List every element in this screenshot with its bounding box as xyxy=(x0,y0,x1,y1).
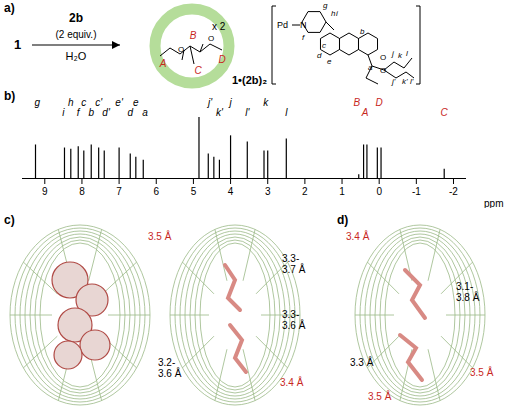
svg-text:3.3-3.6 Å: 3.3-3.6 Å xyxy=(282,309,306,331)
svg-text:d: d xyxy=(317,51,322,60)
svg-text:j': j' xyxy=(206,97,213,108)
svg-text:a: a xyxy=(368,63,373,72)
svg-text:k': k' xyxy=(216,107,224,118)
svg-text:j: j xyxy=(227,97,232,108)
svg-text:3.2-3.6 Å: 3.2-3.6 Å xyxy=(158,357,182,379)
svg-text:8: 8 xyxy=(79,186,85,197)
svg-text:1•(2b)₂: 1•(2b)₂ xyxy=(232,74,267,86)
svg-text:3.1-3.8 Å: 3.1-3.8 Å xyxy=(456,281,480,303)
svg-text:A: A xyxy=(361,107,369,118)
svg-text:k: k xyxy=(263,97,269,108)
svg-text:c): c) xyxy=(4,213,15,227)
svg-text:e: e xyxy=(133,97,139,108)
svg-text:O: O xyxy=(380,66,386,75)
svg-text:B: B xyxy=(354,97,361,108)
svg-text:D: D xyxy=(376,97,383,108)
svg-text:C: C xyxy=(441,107,449,118)
svg-text:k: k xyxy=(398,51,403,60)
svg-text:c: c xyxy=(81,97,86,108)
svg-text:g: g xyxy=(323,1,328,10)
svg-text:i: i xyxy=(62,107,65,118)
svg-text:b: b xyxy=(88,107,94,118)
svg-text:a): a) xyxy=(4,1,15,15)
svg-text:9: 9 xyxy=(42,186,48,197)
svg-text:e': e' xyxy=(115,97,124,108)
svg-text:f: f xyxy=(77,107,81,118)
svg-text:B: B xyxy=(190,30,197,41)
svg-text:l: l xyxy=(406,49,408,58)
svg-text:O: O xyxy=(208,34,214,43)
svg-text:O: O xyxy=(380,53,386,62)
svg-text:g: g xyxy=(35,97,41,108)
svg-text:3.3-3.7 Å: 3.3-3.7 Å xyxy=(282,253,306,275)
svg-text:A: A xyxy=(159,58,167,69)
svg-text:d': d' xyxy=(102,107,111,118)
svg-text:j: j xyxy=(391,49,394,58)
svg-text:3.3 Å: 3.3 Å xyxy=(350,356,374,368)
svg-text:ppm: ppm xyxy=(484,198,503,209)
svg-text:N: N xyxy=(300,20,307,30)
svg-text:k': k' xyxy=(402,77,408,86)
svg-text:3.4 Å: 3.4 Å xyxy=(346,230,370,242)
svg-text:3.5 Å: 3.5 Å xyxy=(368,390,392,402)
svg-text:d: d xyxy=(127,107,133,118)
svg-text:H₂O: H₂O xyxy=(66,50,87,62)
svg-text:f: f xyxy=(302,33,305,42)
svg-text:D: D xyxy=(218,54,225,65)
svg-text:c: c xyxy=(322,41,326,50)
svg-text:0: 0 xyxy=(376,186,382,197)
svg-text:h: h xyxy=(331,9,336,18)
svg-text:Pd: Pd xyxy=(277,20,288,30)
svg-text:-2: -2 xyxy=(449,186,458,197)
svg-text:6: 6 xyxy=(153,186,159,197)
svg-text:e: e xyxy=(327,57,332,66)
svg-text:2b: 2b xyxy=(69,11,83,25)
svg-text:(2 equiv.): (2 equiv.) xyxy=(56,29,97,40)
svg-text:i: i xyxy=(336,9,338,18)
svg-text:d): d) xyxy=(337,213,348,227)
svg-text:2: 2 xyxy=(302,186,308,197)
svg-text:l': l' xyxy=(245,107,250,118)
svg-text:4: 4 xyxy=(228,186,234,197)
svg-text:c': c' xyxy=(95,96,103,108)
svg-text:C: C xyxy=(194,65,202,76)
svg-text:-1: -1 xyxy=(412,186,421,197)
svg-text:b: b xyxy=(360,27,365,36)
svg-text:j': j' xyxy=(391,77,396,86)
svg-text:l: l xyxy=(285,107,288,118)
svg-text:3.4 Å: 3.4 Å xyxy=(280,376,304,388)
svg-text:3.5 Å: 3.5 Å xyxy=(470,366,494,378)
svg-text:l': l' xyxy=(410,77,414,86)
svg-text:3: 3 xyxy=(265,186,271,197)
svg-text:x 2: x 2 xyxy=(212,21,226,32)
svg-text:h: h xyxy=(68,97,74,108)
svg-text:O: O xyxy=(178,45,184,54)
svg-text:7: 7 xyxy=(116,186,122,197)
svg-text:3.5 Å: 3.5 Å xyxy=(148,230,172,242)
svg-text:1: 1 xyxy=(14,37,21,52)
svg-text:b): b) xyxy=(4,89,15,103)
svg-text:1: 1 xyxy=(339,186,345,197)
svg-text:a: a xyxy=(142,107,148,118)
svg-text:5: 5 xyxy=(191,186,197,197)
